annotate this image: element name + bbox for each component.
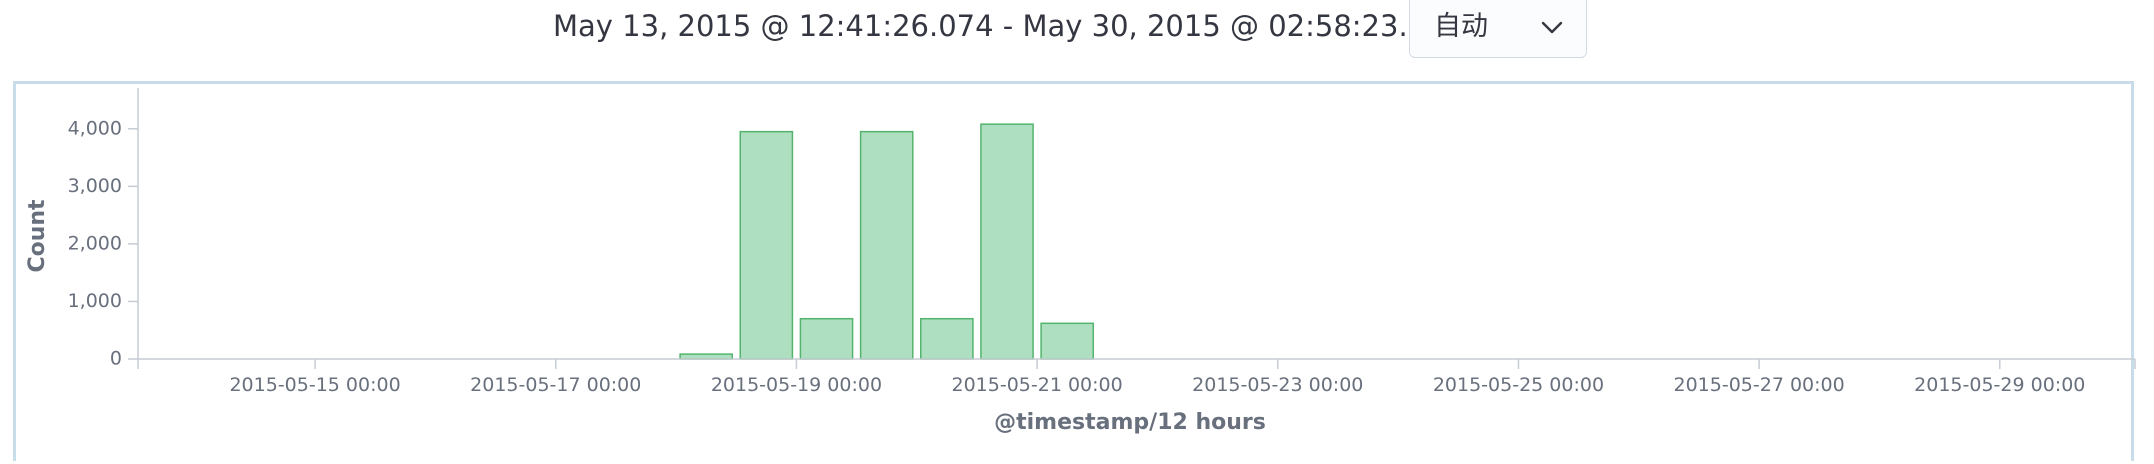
interval-select-value: 自动: [1434, 11, 1488, 42]
bar: [799, 317, 854, 360]
y-tick-label: 2,000: [68, 232, 122, 254]
bar: [920, 317, 974, 360]
bar: [859, 130, 914, 360]
x-tick-label: 2015-05-29 00:00: [1914, 374, 2085, 396]
x-tick-label: 2015-05-27 00:00: [1674, 374, 1845, 396]
time-range-header: May 13, 2015 @ 12:41:26.074 - May 30, 20…: [0, 0, 2154, 82]
histogram-panel: 0 1,000 2,000 3,000 4,000 2015-05-15 00:00 20…: [13, 81, 2136, 461]
x-tick-label: 2015-05-15 00:00: [229, 374, 400, 396]
y-tick-label: 3,000: [68, 175, 122, 197]
bar: [980, 123, 1034, 360]
x-tick-label: 2015-05-25 00:00: [1433, 374, 1604, 396]
x-tick-label: 2015-05-23 00:00: [1192, 374, 1363, 396]
time-range-text: May 13, 2015 @ 12:41:26.074 - May 30, 20…: [553, 9, 1502, 43]
x-tick-label: 2015-05-17 00:00: [470, 374, 641, 396]
x-axis: 2015-05-15 00:00 2015-05-17 00:00 2015-05-…: [137, 358, 2136, 396]
bar: [1040, 322, 1095, 360]
chevron-down-icon: [1541, 21, 1563, 34]
bars: [679, 123, 1095, 360]
x-tick-label: 2015-05-19 00:00: [711, 374, 882, 396]
y-axis: 0 1,000 2,000 3,000 4,000: [68, 88, 139, 370]
x-tick-label: 2015-05-21 00:00: [951, 374, 1122, 396]
y-tick-label: 4,000: [68, 117, 122, 139]
x-axis-title: @timestamp/12 hours: [994, 410, 1266, 435]
y-tick-label: 0: [110, 348, 122, 370]
y-tick-label: 1,000: [68, 290, 122, 312]
bar: [739, 130, 794, 360]
interval-select[interactable]: 自动: [1409, 0, 1587, 58]
y-axis-title: Count: [25, 199, 50, 273]
